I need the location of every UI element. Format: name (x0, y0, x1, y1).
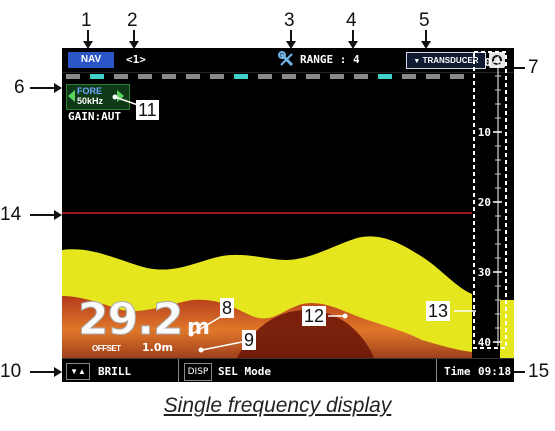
scale-label: 40 (478, 336, 491, 349)
fore-label: FORE (77, 86, 103, 96)
callout-2-arrow (129, 30, 139, 49)
tools-icon[interactable] (278, 51, 296, 69)
mark-segment (138, 74, 152, 79)
callout-7: 7 (528, 57, 539, 78)
bottom-separator-1 (178, 359, 179, 382)
callout-4: 4 (346, 10, 357, 31)
callout-8: 8 (220, 298, 235, 318)
callout-14-arrow (30, 210, 62, 220)
mark-segment (402, 74, 416, 79)
disp-key[interactable]: DISP (184, 363, 212, 381)
callout-2: 2 (127, 10, 138, 31)
mark-segment (330, 74, 344, 79)
offset-label: OFFSET (92, 344, 121, 353)
callout-1-arrow (83, 30, 93, 49)
mark-segment (162, 74, 176, 79)
transducer-down-icon: ▼ (413, 58, 421, 65)
callout-14: 14 (0, 204, 22, 225)
top-bar: NAV <1> RANGE : 4 ▼ TRANSDUCER (62, 48, 514, 73)
echo-red-mound (237, 310, 374, 358)
callout-9-leader (198, 341, 243, 353)
page-indicator[interactable]: <1> (126, 53, 146, 66)
offset-value: 1.0m (142, 341, 173, 354)
echogram (62, 212, 514, 358)
callout-3-arrow (286, 30, 296, 49)
callout-9: 9 (242, 330, 257, 350)
nav-button[interactable]: NAV (68, 52, 114, 68)
depth-readout: 29.2 m (78, 294, 210, 346)
arrows-icon[interactable]: ▼▲ (66, 363, 90, 380)
callout-4-arrow (348, 30, 358, 49)
freq-left-arrow-icon (68, 90, 75, 102)
scale-label: 0 (484, 56, 491, 69)
mark-segment (426, 74, 440, 79)
callout-13: 13 (426, 301, 451, 321)
mark-segment (378, 74, 392, 79)
callout-11-leader (112, 94, 139, 106)
settings-ring-icon[interactable] (489, 52, 505, 68)
callout-10-arrow (30, 367, 62, 377)
mark-segment (258, 74, 272, 79)
mark-scale-bar (66, 74, 464, 79)
freq-label: 50kHz (77, 96, 104, 106)
callout-15: 15 (528, 361, 550, 382)
freq-right-arrow-icon (117, 90, 124, 102)
scale-label: 20 (478, 196, 491, 209)
echosounder-screen: NAV <1> RANGE : 4 ▼ TRANSDUCER FORE 50kH… (62, 48, 514, 382)
brill-label[interactable]: BRILL (98, 365, 132, 378)
transducer-button[interactable]: ▼ TRANSDUCER (406, 52, 486, 69)
mark-segment (234, 74, 248, 79)
mark-segment (354, 74, 368, 79)
bottom-separator-2 (436, 359, 437, 382)
callout-5: 5 (419, 10, 430, 31)
scale-label: 30 (478, 266, 491, 279)
sel-mode-label[interactable]: SEL Mode (218, 365, 271, 378)
callout-12-leader (328, 313, 348, 319)
mark-segment (114, 74, 128, 79)
callout-6: 6 (14, 77, 25, 98)
time-label: Time (444, 365, 471, 378)
mark-segment (186, 74, 200, 79)
callout-12: 12 (302, 306, 327, 326)
time-value: 09:18 (478, 365, 512, 378)
frequency-indicator[interactable]: FORE 50kHz (66, 84, 130, 110)
callout-6-arrow (30, 83, 62, 93)
bottom-bar: ▼▲ BRILL DISP SEL Mode Time 09:18 (62, 358, 514, 382)
mark-segment (90, 74, 104, 79)
callout-3: 3 (284, 10, 295, 31)
callout-13-leader (454, 310, 476, 312)
callout-10: 10 (0, 361, 22, 382)
depth-scale: 0 10 20 30 40 (473, 51, 507, 349)
gain-text[interactable]: GAIN:AUT (68, 110, 121, 123)
depth-scale-border (473, 51, 507, 349)
mark-segment (210, 74, 224, 79)
mark-segment (66, 74, 80, 79)
scale-label: 10 (478, 126, 491, 139)
range-text[interactable]: RANGE : 4 (300, 53, 360, 66)
callout-5-arrow (421, 30, 431, 49)
figure-caption: Single frequency display (163, 394, 392, 417)
mark-segment (306, 74, 320, 79)
callout-11: 11 (136, 100, 159, 120)
depth-value: 29.2 (78, 294, 185, 346)
callout-8-leader (188, 315, 223, 337)
callout-1: 1 (81, 10, 92, 31)
transducer-label: TRANSDUCER (422, 56, 479, 65)
mark-segment (450, 74, 464, 79)
mark-segment (282, 74, 296, 79)
